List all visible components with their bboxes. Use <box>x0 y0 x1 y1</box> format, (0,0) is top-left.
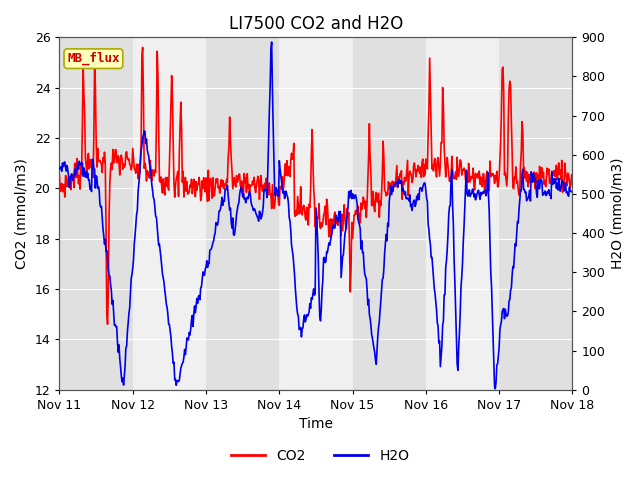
Bar <box>426 37 499 390</box>
X-axis label: Time: Time <box>299 418 333 432</box>
Bar <box>572 37 640 390</box>
Bar <box>132 37 206 390</box>
Bar <box>206 37 279 390</box>
Bar <box>499 37 572 390</box>
Text: MB_flux: MB_flux <box>67 52 120 65</box>
Y-axis label: H2O (mmol/m3): H2O (mmol/m3) <box>611 158 625 269</box>
Y-axis label: CO2 (mmol/m3): CO2 (mmol/m3) <box>15 158 29 269</box>
Legend: CO2, H2O: CO2, H2O <box>225 443 415 468</box>
Title: LI7500 CO2 and H2O: LI7500 CO2 and H2O <box>229 15 403 33</box>
Bar <box>279 37 353 390</box>
Bar <box>353 37 426 390</box>
Bar <box>60 37 132 390</box>
